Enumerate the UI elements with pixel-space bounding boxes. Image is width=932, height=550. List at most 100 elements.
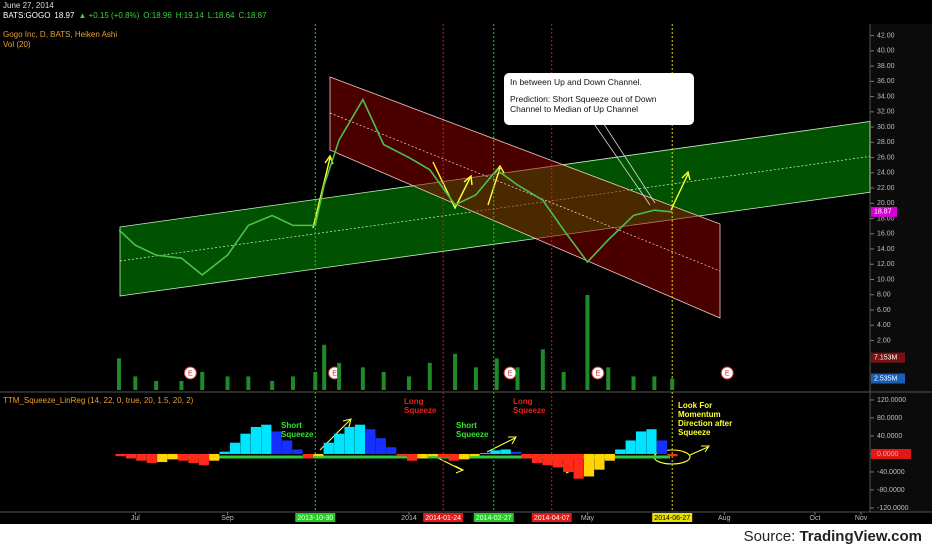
chart: 2013-10-30 2014-01-24 2014-02-27 2014-04-07… (0, 0, 932, 524)
y-tick-label: 18.00 (877, 215, 895, 222)
zero-box (871, 448, 911, 459)
marker-label: 2014-04-07 (534, 515, 570, 522)
last: 18.97 (54, 11, 75, 20)
volume-bar (313, 371, 318, 390)
momentum-bar (500, 449, 511, 454)
volume-bar (406, 376, 411, 390)
earnings-marker (720, 366, 734, 380)
annotation: Long Squeeze (404, 397, 437, 415)
y-tick-label: -120.0000 (877, 505, 909, 512)
volume-bar (585, 294, 590, 390)
last-price-label: 18.87 (874, 209, 892, 216)
momentum-bar (334, 433, 345, 454)
y-tick-label: 0.0000 (877, 451, 899, 458)
volume-bar (270, 380, 275, 390)
y2-tick-box (871, 352, 905, 363)
annotation: Short Squeeze (281, 421, 314, 439)
callout: In between Up and Down Channel. Predicti… (504, 73, 694, 125)
momentum-bar (573, 453, 584, 479)
momentum-bar (448, 453, 459, 461)
header-date: June 27, 2014 (3, 1, 54, 10)
x-tick-label: Jul (131, 515, 140, 522)
y-tick-label: 20.00 (877, 200, 895, 207)
momentum-bar (271, 431, 282, 454)
y-tick-label: 4.00 (877, 322, 891, 329)
momentum-bar (240, 433, 251, 454)
volume-bar (381, 371, 386, 390)
volume-bar (473, 367, 478, 390)
momentum-bar (438, 453, 449, 458)
momentum-bar (157, 453, 168, 463)
earnings-marker (591, 366, 605, 380)
header-quote: BATS:GOGO 18.97 ▲ +0.15 (+0.8%) O:18.96 H:19… (3, 11, 271, 20)
volume-bar (116, 358, 121, 390)
y-tick-label: 22.00 (877, 185, 895, 192)
momentum-bar (250, 426, 261, 454)
volume-bar (133, 376, 138, 390)
momentum-bar (219, 451, 230, 454)
y2-tick-label: 7.153M (874, 354, 898, 361)
marker-label: 2014-02-27 (476, 515, 512, 522)
marker-label-box (531, 513, 572, 522)
y-tick-label: 28.00 (877, 139, 895, 146)
y-tick-label: 38.00 (877, 63, 895, 70)
volume-bar (670, 378, 675, 390)
momentum-bar (375, 438, 386, 454)
y-tick-label: 14.00 (877, 246, 895, 253)
y-tick-label: 2.00 (877, 337, 891, 344)
marker-label: 2013-10-30 (297, 515, 333, 522)
volume-bar (427, 362, 432, 390)
momentum-bar (531, 453, 543, 463)
momentum-bar (563, 453, 574, 472)
volume-bar (154, 380, 159, 390)
y-tick-label: 10.00 (877, 276, 895, 283)
annotation: Long Squeeze (513, 397, 546, 415)
volume-bar (540, 349, 545, 390)
y-tick-label: 24.00 (877, 170, 895, 177)
volume-bar (652, 376, 657, 390)
x-tick-label: Sep (221, 515, 234, 522)
y-tick-label: 16.00 (877, 231, 895, 238)
momentum-bar (261, 424, 272, 454)
momentum-bar (427, 453, 438, 457)
y-tick-label: 36.00 (877, 78, 895, 85)
callout-line: In between Up and Down Channel. (510, 77, 642, 87)
annotation: Look For Momentum Direction after Squeez… (678, 401, 733, 437)
annotation: Short Squeeze (456, 421, 489, 439)
momentum-bar (417, 453, 428, 459)
earnings-label: E (188, 370, 193, 377)
momentum-bar (635, 431, 647, 454)
volume-bar (200, 371, 205, 390)
momentum-bar (365, 429, 376, 454)
y-tick-label: 6.00 (877, 307, 891, 314)
volume-bar (453, 353, 458, 390)
arrow (486, 436, 517, 453)
volume-bar (606, 367, 611, 390)
legend-volume: Vol (20) (3, 40, 31, 49)
volume-bar (515, 367, 520, 390)
momentum-bar (656, 440, 667, 454)
marker-label: 2014-06-27 (654, 515, 690, 522)
momentum-bar (479, 453, 491, 454)
y-tick-label: 34.00 (877, 93, 895, 100)
price-axis-strip (870, 24, 932, 512)
price-line (118, 97, 673, 276)
volume-bar (631, 376, 636, 390)
momentum-bar (469, 453, 480, 457)
indicator-title: TTM_Squeeze_LinReg (14, 22, 0, true, 20,… (3, 396, 194, 405)
source: Source: TradingView.com (744, 528, 922, 545)
earnings-label: E (725, 370, 730, 377)
momentum-bar (542, 453, 553, 466)
close: C:18.87 (238, 11, 267, 20)
momentum-bar (615, 449, 626, 454)
x-tick-label: Aug (718, 515, 731, 522)
arrow (437, 457, 465, 474)
y-tick-label: -80.0000 (877, 487, 905, 494)
volume-bar (322, 344, 327, 390)
momentum-bar (667, 453, 678, 457)
momentum-bar (292, 449, 303, 454)
source-prefix: Source: (743, 528, 796, 545)
momentum-bar (198, 453, 209, 466)
arrow (670, 170, 691, 211)
x-tick-label: Oct (810, 515, 821, 522)
